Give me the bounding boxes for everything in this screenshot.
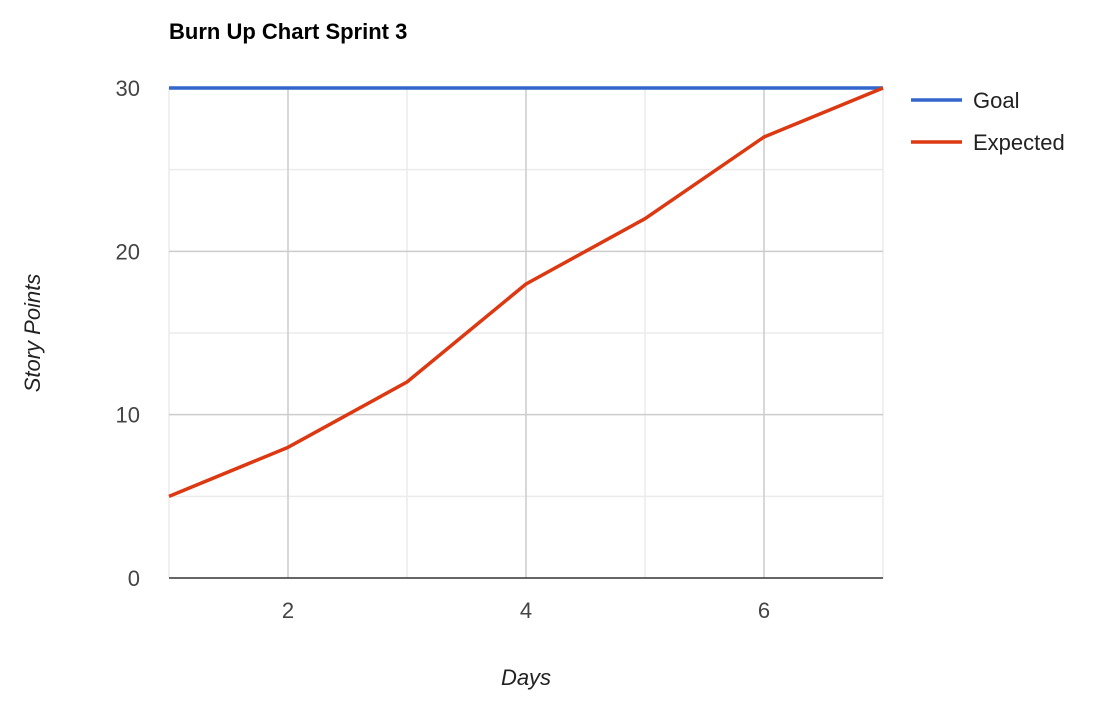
y-axis-label: Story Points <box>20 274 45 393</box>
x-tick-label: 6 <box>758 598 770 623</box>
x-tick-label: 4 <box>520 598 532 623</box>
chart-title: Burn Up Chart Sprint 3 <box>169 19 407 44</box>
x-tick-label: 2 <box>282 598 294 623</box>
series <box>168 86 884 498</box>
legend-label-goal: Goal <box>973 88 1019 113</box>
axes: 0 10 20 30 2 4 6 <box>116 76 883 623</box>
series-line-expected <box>168 86 884 498</box>
y-tick-label: 30 <box>116 76 140 101</box>
legend: Goal Expected <box>911 88 1065 155</box>
y-tick-label: 10 <box>116 403 140 428</box>
y-tick-label: 20 <box>116 239 140 264</box>
x-axis-label: Days <box>501 665 551 690</box>
legend-label-expected: Expected <box>973 130 1065 155</box>
y-tick-label: 0 <box>128 566 140 591</box>
